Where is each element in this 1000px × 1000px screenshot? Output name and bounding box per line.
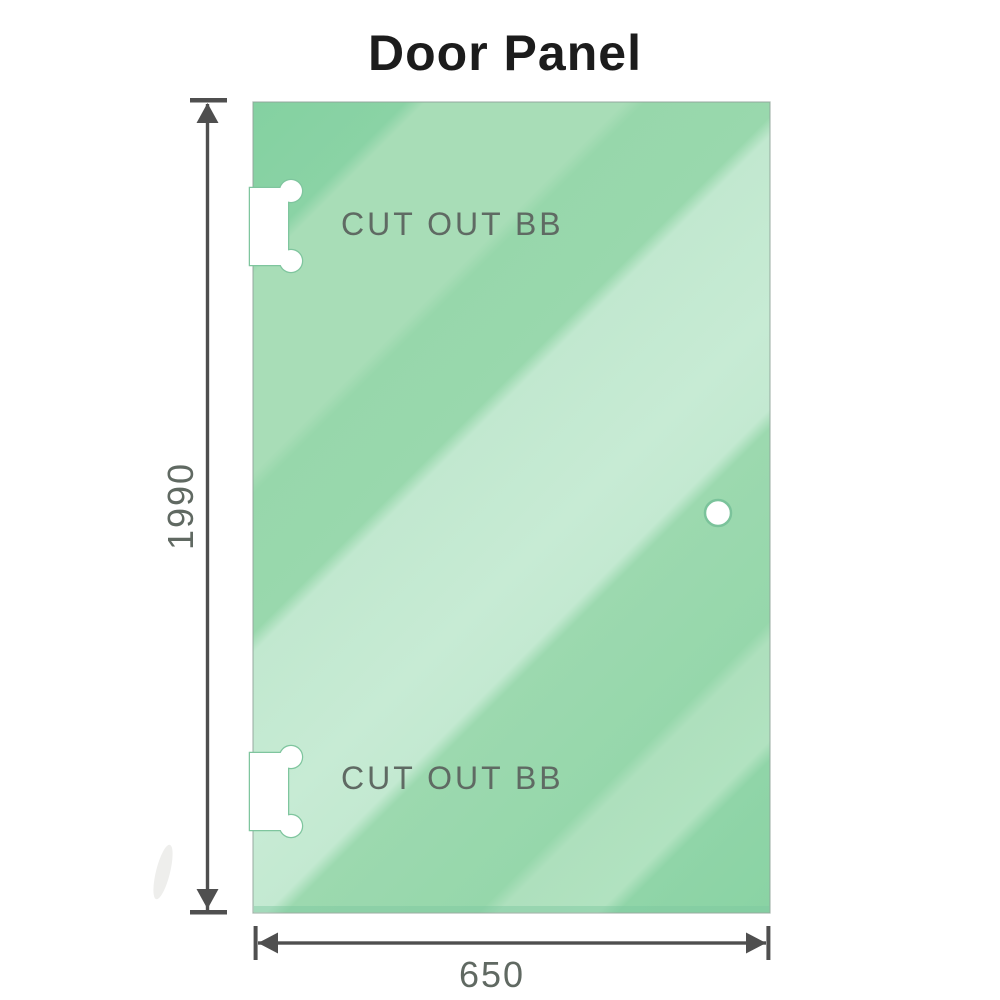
door-panel-glass <box>248 101 771 914</box>
width-dim-arrow-left-icon <box>258 932 278 954</box>
height-dim-arrow-down-icon <box>196 889 219 909</box>
hinge-cutout-top <box>248 178 304 274</box>
hinge-cutout-bottom <box>248 744 304 839</box>
cutout-label-bottom: CUT OUT BB <box>341 760 564 796</box>
width-dimension-value: 650 <box>458 954 526 995</box>
height-dim-cap-top <box>190 98 227 103</box>
height-dim-arrow-up-icon <box>196 103 219 123</box>
width-dim-shaft <box>258 941 766 945</box>
height-dimension-line <box>190 98 227 915</box>
height-dimension-value: 1990 <box>160 461 201 551</box>
handle-hole <box>703 498 733 528</box>
width-dim-arrow-right-icon <box>746 932 766 954</box>
glass-bottom-edge <box>254 906 769 912</box>
width-dimension-line <box>253 926 771 960</box>
background-smudge <box>153 844 173 900</box>
height-dim-shaft <box>205 104 210 910</box>
height-dim-cap-bottom <box>190 910 227 915</box>
cutout-label-top: CUT OUT BB <box>341 206 564 242</box>
width-dim-tick-left <box>253 926 258 960</box>
glass-pane <box>252 101 771 914</box>
page-title: Door Panel <box>368 25 642 81</box>
width-dim-tick-right <box>766 926 771 960</box>
